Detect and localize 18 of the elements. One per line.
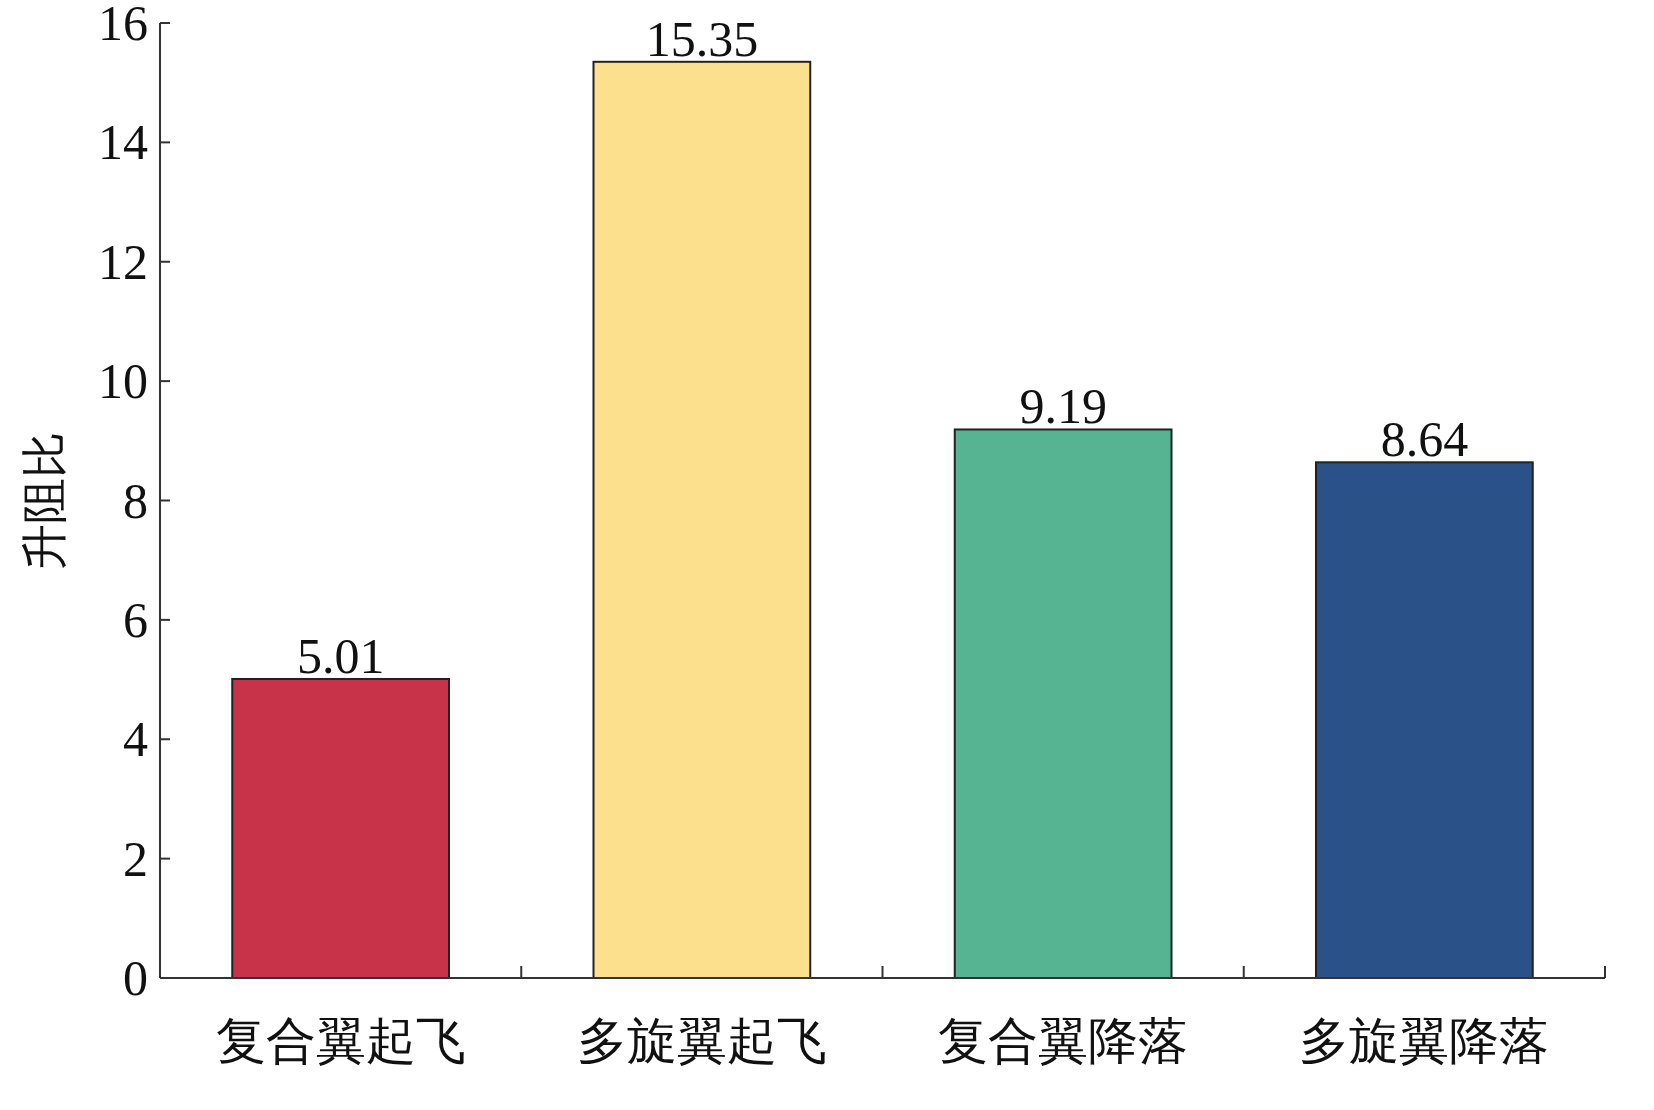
y-tick-label: 4	[123, 711, 148, 768]
y-axis-title: 升阻比	[17, 431, 71, 570]
y-tick-label: 14	[98, 114, 148, 171]
y-tick-label: 2	[123, 830, 148, 887]
y-tick-label: 16	[98, 0, 148, 51]
data-label: 8.64	[1380, 411, 1469, 468]
y-tick-label: 12	[98, 233, 148, 290]
y-tick-label: 10	[98, 353, 148, 410]
x-tick-label: 复合翼降落	[938, 1012, 1189, 1070]
data-label: 5.01	[296, 627, 385, 684]
x-tick-label: 复合翼起飞	[215, 1012, 466, 1070]
data-label: 9.19	[1019, 378, 1107, 435]
y-tick-label: 8	[123, 472, 148, 529]
x-tick-label: 多旋翼降落	[1299, 1012, 1550, 1070]
y-tick-label: 0	[123, 950, 148, 1006]
data-label: 15.35	[645, 10, 759, 67]
x-tick-label: 多旋翼起飞	[576, 1012, 827, 1070]
y-tick-label: 6	[123, 591, 148, 648]
